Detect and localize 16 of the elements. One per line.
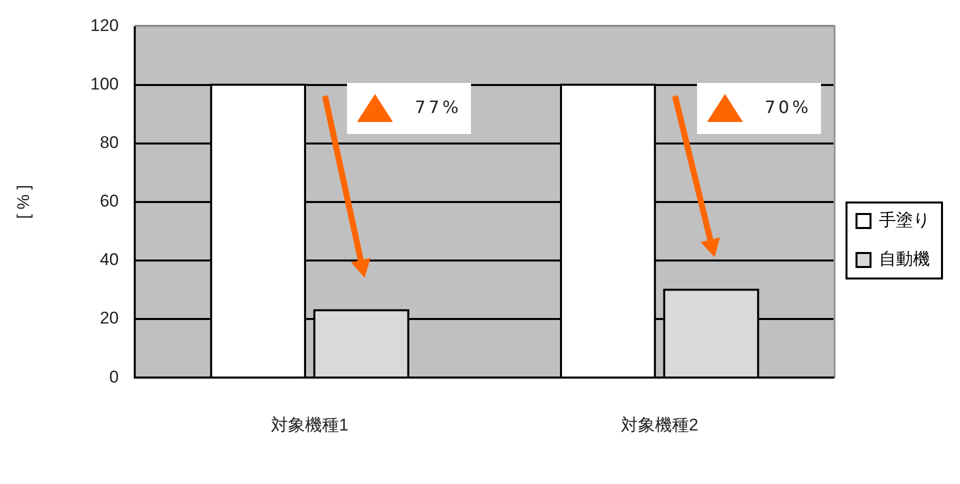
annotation: 70% — [764, 98, 812, 118]
x-tick-label: 対象機種1 — [270, 415, 348, 434]
callout-box: 77% — [346, 82, 471, 134]
y-tick-label: 100 — [90, 74, 119, 94]
y-tick-label: 60 — [100, 192, 119, 211]
y-tick-label: 0 — [109, 367, 119, 386]
y-tick-label: 20 — [100, 308, 119, 328]
y-tick-label: 80 — [100, 133, 119, 152]
annotation: 77% — [414, 98, 462, 118]
legend-label: 自動機 — [879, 250, 930, 269]
legend-label: 手塗り — [879, 210, 930, 230]
x-tick-label: 対象機種2 — [620, 415, 698, 434]
callout-box: 70% — [696, 82, 821, 134]
y-tick-label: 120 — [90, 16, 119, 35]
y-axis-title: [ % ] — [14, 184, 33, 219]
y-tick-label: 40 — [100, 250, 119, 270]
